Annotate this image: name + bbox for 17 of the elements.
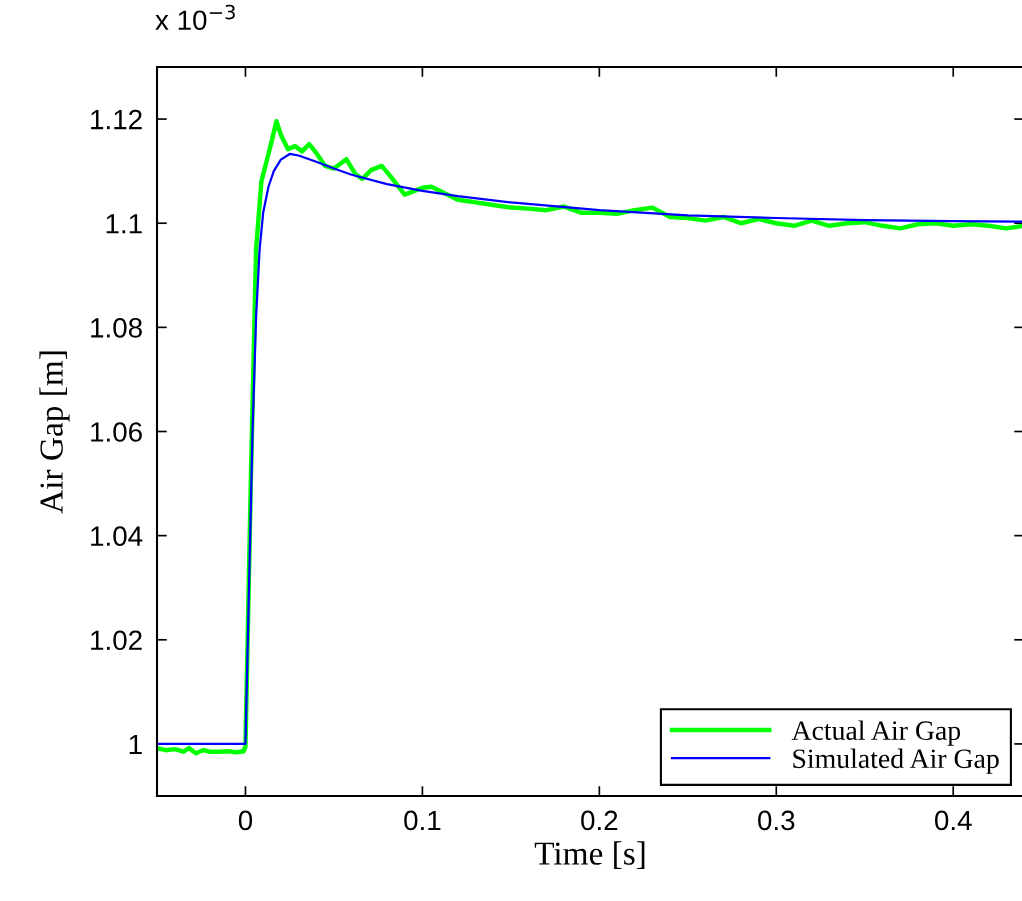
legend-label: Actual Air Gap [791,720,961,746]
y-tick-label: 1.12 [91,109,142,130]
y-tick-label: 1 [129,734,142,754]
x-axis-title: Time [s] [534,841,645,869]
text: x 10$^{−3}$ [155,4,235,31]
x-tick-label: 0.4 [935,810,972,831]
x-tick-label: 0.3 [758,810,795,831]
y-tick-label: 1.02 [91,630,142,651]
y-tick-label: 1.1 [106,214,142,234]
legend-label: Simulated Air Gap [793,748,999,774]
y-tick-label: 1.06 [91,422,142,442]
x-tick-label: 0.2 [581,810,618,831]
x-tick-label: 0 [238,810,253,831]
y-axis-title: Air Gap [m] [39,351,70,514]
y-tick-label: 1.08 [91,318,142,338]
y-tick-label: 1.04 [91,526,143,546]
x-tick-label: 0.1 [404,810,441,831]
